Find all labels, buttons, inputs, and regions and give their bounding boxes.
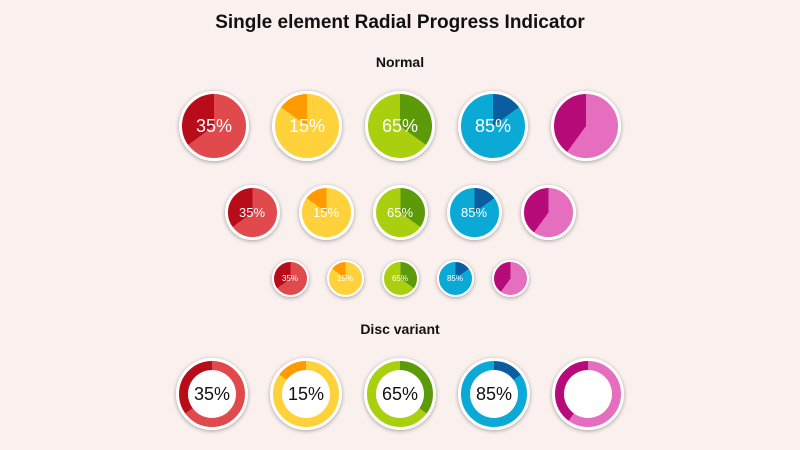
radial-disc-indicator bbox=[552, 358, 624, 430]
indicator-percent: 65% bbox=[386, 205, 414, 220]
indicator-percent: 85% bbox=[446, 274, 463, 283]
medium-indicator-row: 35% 15% 65% 85% bbox=[0, 185, 800, 240]
radial-disc-indicator: 85% bbox=[458, 358, 530, 430]
radial-indicator-medium: 85% bbox=[446, 185, 502, 240]
disc-center: 35% bbox=[188, 370, 236, 418]
disc-center: 85% bbox=[470, 370, 518, 418]
indicator-percent: 65% bbox=[381, 383, 419, 404]
radial-indicator-small: 15% bbox=[326, 260, 364, 297]
radial-indicator-medium: 15% bbox=[298, 185, 354, 240]
radial-indicator-small: 65% bbox=[381, 260, 419, 297]
small-indicator-row: 35% 15% 65% 85% bbox=[0, 260, 800, 297]
indicator-percent: 15% bbox=[287, 383, 325, 404]
section-title-disc: Disc variant bbox=[360, 321, 440, 337]
radial-disc-indicator: 15% bbox=[270, 358, 342, 430]
radial-indicator-medium: 35% bbox=[224, 185, 280, 240]
large-indicator-row: 35% 15% 65% 85% bbox=[0, 91, 800, 161]
page-title: Single element Radial Progress Indicator bbox=[215, 12, 585, 33]
radial-indicator-small: 35% bbox=[271, 260, 309, 297]
indicator-percent: 85% bbox=[460, 205, 488, 220]
indicator-percent: 85% bbox=[474, 115, 512, 136]
disc-center: 15% bbox=[282, 370, 330, 418]
radial-indicator-large: 35% bbox=[179, 91, 249, 161]
disc-center: 65% bbox=[376, 370, 424, 418]
indicator-percent: 65% bbox=[391, 274, 408, 283]
radial-indicator-medium bbox=[520, 185, 576, 240]
indicator-percent: 15% bbox=[336, 274, 353, 283]
indicator-percent: 35% bbox=[193, 383, 231, 404]
disc-indicator-row: 35% 15% 65% 85% bbox=[0, 358, 800, 430]
indicator-percent: 65% bbox=[381, 115, 419, 136]
radial-disc-indicator: 35% bbox=[176, 358, 248, 430]
radial-indicator-large: 85% bbox=[458, 91, 528, 161]
indicator-percent: 15% bbox=[312, 205, 340, 220]
radial-indicator-small bbox=[491, 260, 529, 297]
indicator-percent: 35% bbox=[238, 205, 266, 220]
section-title-normal: Normal bbox=[375, 54, 425, 70]
radial-indicator-small: 85% bbox=[436, 260, 474, 297]
indicator-percent: 35% bbox=[281, 274, 298, 283]
indicator-percent: 85% bbox=[475, 383, 513, 404]
radial-indicator-medium: 65% bbox=[372, 185, 428, 240]
radial-indicator-large bbox=[551, 91, 621, 161]
indicator-percent: 15% bbox=[288, 115, 326, 136]
indicator-percent: 35% bbox=[195, 115, 233, 136]
radial-indicator-large: 65% bbox=[365, 91, 435, 161]
radial-indicator-large: 15% bbox=[272, 91, 342, 161]
disc-center bbox=[564, 370, 612, 418]
radial-disc-indicator: 65% bbox=[364, 358, 436, 430]
